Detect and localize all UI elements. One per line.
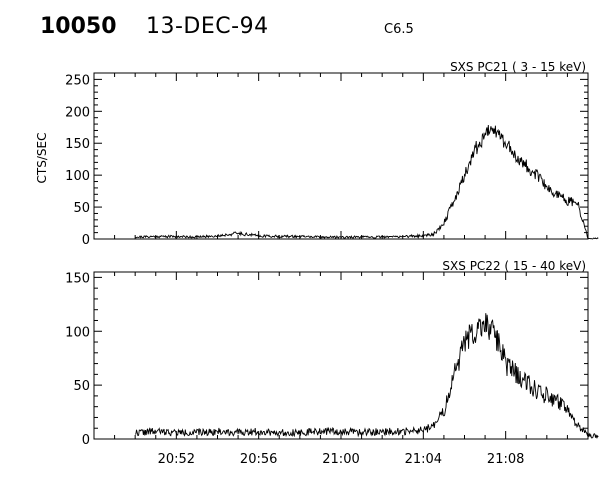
y-tick-label: 0 — [82, 433, 90, 448]
panel-pc21-ylabel: CTS/SEC — [35, 133, 49, 184]
lightcurve-line — [135, 124, 599, 240]
panel-pc21-title: SXS PC21 ( 3 - 15 keV) — [450, 60, 586, 74]
panel-pc21: SXS PC21 ( 3 - 15 keV) CTS/SEC 0 50 100 150… — [35, 60, 599, 248]
panel-pc22-frame — [93, 271, 589, 440]
y-tick-label: 100 — [65, 325, 90, 340]
panel-pc22-axes: 0 50 100 150 20:52 20:56 21:00 21:04 21:08 — [65, 271, 589, 467]
x-tick-label: 20:56 — [240, 452, 277, 467]
y-tick-label: 150 — [65, 271, 90, 286]
panel-pc22-title: SXS PC22 ( 15 - 40 keV) — [442, 259, 586, 273]
x-tick-label: 20:52 — [158, 452, 195, 467]
x-tick-label: 21:08 — [487, 452, 524, 467]
y-tick-label: 250 — [65, 73, 90, 88]
y-tick-label: 50 — [73, 201, 90, 216]
x-tick-label: 21:04 — [405, 452, 442, 467]
flare-class: C6.5 — [384, 22, 414, 37]
panel-pc22: SXS PC22 ( 15 - 40 keV) 0 50 100 150 20:52 20… — [65, 259, 599, 467]
panel-pc21-series — [135, 124, 599, 240]
panel-pc22-series — [135, 313, 599, 439]
event-date: 13-DEC-94 — [146, 14, 269, 39]
panel-pc21-axes: 0 50 100 150 200 250 — [65, 73, 589, 248]
y-tick-label: 100 — [65, 169, 90, 184]
y-tick-label: 150 — [65, 137, 90, 152]
y-tick-label: 50 — [73, 379, 90, 394]
y-tick-label: 0 — [82, 233, 90, 248]
y-tick-label: 200 — [65, 105, 90, 120]
event-id: 10050 — [40, 14, 117, 39]
x-tick-label: 21:00 — [322, 452, 359, 467]
lightcurve-line — [135, 313, 599, 439]
